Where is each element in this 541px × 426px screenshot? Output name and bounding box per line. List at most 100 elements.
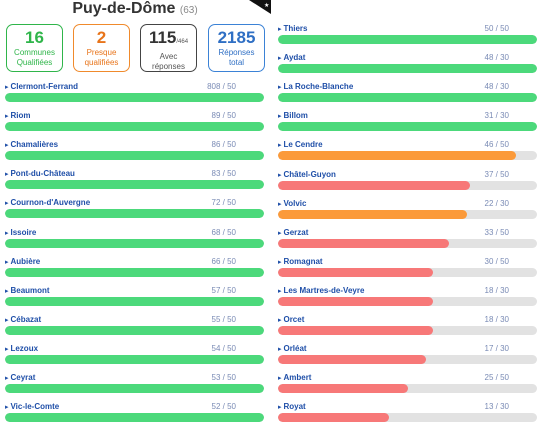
- commune-name[interactable]: La Roche-Blanche: [278, 82, 353, 93]
- commune-name[interactable]: Billom: [278, 111, 307, 122]
- total-answers-card: 2185 Réponses total: [208, 24, 265, 72]
- commune-row[interactable]: Volvic 22 / 30: [278, 199, 537, 221]
- commune-name[interactable]: Châtel-Guyon: [278, 170, 335, 181]
- commune-name[interactable]: Chamalières: [5, 140, 58, 151]
- commune-score: 33 / 50: [484, 227, 509, 237]
- progress-fill: [5, 122, 264, 132]
- commune-name[interactable]: Pont-du-Château: [5, 169, 74, 180]
- commune-row-header: Aubière 66 / 50: [5, 257, 264, 267]
- commune-row[interactable]: Le Cendre 46 / 50: [278, 140, 537, 162]
- progress-fill: [5, 209, 264, 219]
- commune-score: 48 / 30: [484, 82, 509, 92]
- commune-name[interactable]: Gerzat: [278, 228, 308, 239]
- commune-row[interactable]: Issoire 68 / 50: [5, 228, 264, 250]
- commune-name[interactable]: Aubière: [5, 257, 40, 268]
- commune-name[interactable]: Ambert: [278, 373, 311, 384]
- commune-name[interactable]: Aydat: [278, 53, 305, 64]
- commune-name[interactable]: Orcet: [278, 315, 304, 326]
- commune-row[interactable]: Orcet 18 / 30: [278, 315, 537, 337]
- commune-name[interactable]: Cébazat: [5, 315, 41, 326]
- commune-name[interactable]: Le Cendre: [278, 140, 322, 151]
- commune-row[interactable]: Orléat 17 / 30: [278, 344, 537, 366]
- commune-row[interactable]: Aydat 48 / 30: [278, 53, 537, 75]
- progress-track: [278, 296, 537, 306]
- commune-row-header: Billom 31 / 30: [278, 111, 537, 121]
- commune-name[interactable]: Ceyrat: [5, 373, 35, 384]
- card-value-total: /464: [176, 39, 189, 45]
- commune-row[interactable]: Les Martres-de-Veyre 18 / 30: [278, 286, 537, 308]
- commune-row[interactable]: Thiers 50 / 50: [278, 24, 537, 46]
- progress-track: [278, 122, 537, 132]
- commune-row[interactable]: Romagnat 30 / 50: [278, 257, 537, 279]
- commune-row[interactable]: Aubière 66 / 50: [5, 257, 264, 279]
- card-value: 115/464: [148, 28, 189, 47]
- commune-row[interactable]: Chamalières 86 / 50: [5, 140, 264, 162]
- commune-name[interactable]: Clermont-Ferrand: [5, 82, 78, 93]
- commune-score: 13 / 30: [484, 402, 509, 412]
- commune-score: 808 / 50: [207, 82, 236, 91]
- commune-row[interactable]: Cournon-d'Auvergne 72 / 50: [5, 198, 264, 220]
- commune-row[interactable]: Lezoux 54 / 50: [5, 344, 264, 366]
- commune-name[interactable]: Cournon-d'Auvergne: [5, 198, 90, 209]
- commune-name[interactable]: Lezoux: [5, 344, 38, 355]
- commune-row-header: Volvic 22 / 30: [278, 199, 537, 209]
- commune-score: 18 / 30: [484, 315, 509, 324]
- card-value: 16: [25, 28, 44, 47]
- progress-fill: [278, 209, 467, 219]
- commune-row[interactable]: Riom 89 / 50: [5, 111, 264, 133]
- card-label: qualifiées: [84, 58, 119, 67]
- commune-name[interactable]: Issoire: [5, 228, 36, 239]
- progress-track: [278, 355, 537, 365]
- commune-name[interactable]: Orléat: [278, 344, 306, 355]
- commune-row[interactable]: Pont-du-Château 83 / 50: [5, 169, 264, 191]
- commune-row[interactable]: Gerzat 33 / 50: [278, 228, 537, 250]
- page-title: Puy-de-Dôme (63): [0, 0, 270, 20]
- commune-name[interactable]: Les Martres-de-Veyre: [278, 286, 364, 297]
- progress-fill: [278, 93, 537, 103]
- commune-row[interactable]: Clermont-Ferrand 808 / 50: [5, 82, 264, 104]
- commune-name[interactable]: Riom: [5, 111, 30, 122]
- svg-text:★: ★: [264, 2, 269, 9]
- commune-row[interactable]: Royat 13 / 30: [278, 402, 537, 424]
- commune-row-header: Thiers 50 / 50: [278, 24, 537, 34]
- commune-row[interactable]: Cébazat 55 / 50: [5, 315, 264, 337]
- progress-track: [278, 238, 537, 248]
- commune-name[interactable]: Vic-le-Comte: [5, 402, 59, 413]
- progress-track: [278, 326, 537, 335]
- progress-track: [278, 35, 537, 44]
- commune-row[interactable]: Ceyrat 53 / 50: [5, 373, 264, 395]
- commune-score: 50 / 50: [484, 24, 509, 33]
- commune-score: 25 / 50: [484, 373, 509, 383]
- commune-row[interactable]: La Roche-Blanche 48 / 30: [278, 82, 537, 104]
- commune-row-header: Cébazat 55 / 50: [5, 315, 264, 325]
- commune-name[interactable]: Romagnat: [278, 257, 322, 268]
- qualified-communes-card: 16 Communes Qualifiées: [6, 24, 63, 72]
- progress-fill: [278, 151, 516, 161]
- commune-row-header: Riom 89 / 50: [5, 111, 264, 121]
- commune-name[interactable]: Beaumont: [5, 286, 49, 297]
- progress-track: [278, 64, 537, 74]
- commune-score: 48 / 30: [484, 53, 509, 63]
- commune-name[interactable]: Thiers: [278, 24, 307, 35]
- progress-fill: [278, 267, 433, 277]
- commune-row-header: Chamalières 86 / 50: [5, 140, 264, 150]
- almost-qualified-card: 2 Presque qualifiées: [73, 24, 130, 72]
- commune-score: 54 / 50: [211, 343, 236, 353]
- commune-name[interactable]: Volvic: [278, 199, 306, 210]
- progress-fill: [5, 93, 264, 102]
- progress-track: [5, 238, 264, 248]
- card-label: réponses: [152, 62, 185, 71]
- progress-fill: [278, 384, 408, 394]
- commune-row[interactable]: Billom 31 / 30: [278, 111, 537, 133]
- commune-score: 86 / 50: [211, 140, 236, 150]
- commune-name[interactable]: Royat: [278, 402, 305, 413]
- commune-row[interactable]: Châtel-Guyon 37 / 50: [278, 170, 537, 192]
- progress-track: [278, 413, 537, 423]
- progress-fill: [5, 384, 264, 393]
- commune-row[interactable]: Beaumont 57 / 50: [5, 286, 264, 308]
- card-label: Avec: [159, 52, 178, 61]
- progress-track: [5, 384, 264, 393]
- progress-fill: [278, 238, 449, 248]
- commune-row[interactable]: Ambert 25 / 50: [278, 373, 537, 395]
- commune-row[interactable]: Vic-le-Comte 52 / 50: [5, 402, 264, 424]
